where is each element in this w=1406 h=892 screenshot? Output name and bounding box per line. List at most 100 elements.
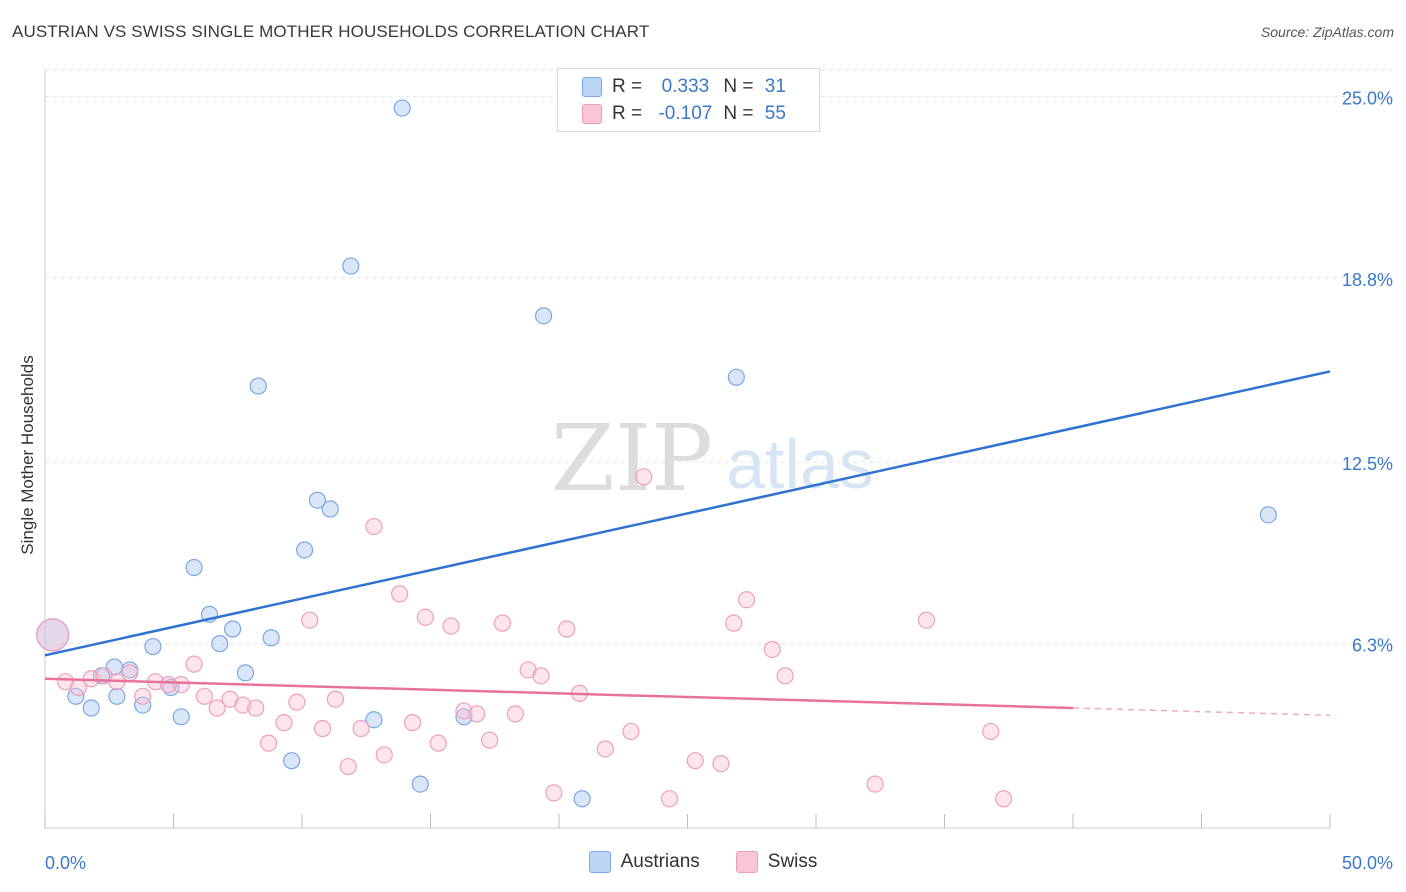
swiss-point <box>725 614 743 632</box>
swiss-point <box>982 722 1000 741</box>
swiss-point <box>481 731 499 749</box>
austrians-point <box>365 711 383 729</box>
swiss-point <box>712 755 730 773</box>
austrians-point <box>82 699 100 717</box>
stats-legend: R = 0.333 N = 31 R = -0.107 N = 55 <box>557 68 820 132</box>
swiss-point <box>995 790 1013 808</box>
swiss-point <box>506 705 524 723</box>
swiss-point <box>416 608 434 626</box>
swiss-point <box>442 617 460 635</box>
legend-row-swiss: R = -0.107 N = 55 <box>582 101 786 127</box>
swiss-point <box>208 699 226 717</box>
swiss-point <box>352 719 370 738</box>
austrians-point <box>283 752 301 770</box>
swiss-point <box>195 687 213 705</box>
swiss-point <box>660 790 679 808</box>
swiss-point <box>259 734 278 752</box>
legend-row-austrians: R = 0.333 N = 31 <box>582 74 786 100</box>
austrians-point <box>185 558 203 577</box>
source-label: Source: ZipAtlas.com <box>1260 24 1394 40</box>
austrians-point <box>342 257 360 275</box>
austrians-n-value: 31 <box>764 76 786 97</box>
swiss-point <box>339 757 357 776</box>
swiss-trendline <box>44 677 1074 710</box>
swiss-point <box>234 696 252 714</box>
austrians-point <box>534 307 553 325</box>
austrians-point <box>144 637 162 656</box>
austrians-point <box>1259 506 1277 524</box>
austrians-legend-swatch <box>588 851 611 873</box>
swiss-point <box>247 699 265 717</box>
swiss-point <box>172 675 190 694</box>
swiss-point <box>185 655 203 673</box>
swiss-point <box>596 740 614 758</box>
swiss-point <box>121 664 139 682</box>
austrians-point <box>134 696 152 714</box>
swiss-point <box>391 585 409 603</box>
swiss-legend-label: Swiss <box>767 851 818 872</box>
swiss-point <box>558 620 576 638</box>
swiss-n-label: N = <box>723 103 754 124</box>
swiss-n-value: 55 <box>764 103 786 124</box>
x-tick-label-max: 50.0% <box>1342 853 1393 873</box>
austrians-point <box>455 708 473 726</box>
swiss-point <box>375 746 393 764</box>
swiss-point <box>429 734 447 752</box>
watermark-atlas: atlas <box>726 425 874 503</box>
swiss-point <box>532 667 550 685</box>
swiss-point <box>275 714 293 732</box>
austrians-trendline <box>44 370 1331 657</box>
swiss-point <box>763 640 781 659</box>
austrians-point <box>249 377 267 395</box>
swiss-point <box>301 611 319 629</box>
austrians-r-label: R = <box>612 76 643 97</box>
austrians-point <box>308 491 327 509</box>
swiss-trendline-extension <box>1072 707 1331 717</box>
swiss-point <box>313 719 332 738</box>
y-tick-label: 6.3% <box>1352 636 1393 656</box>
swiss-point <box>622 722 640 741</box>
legend-item-austrians: Austrians <box>588 851 700 873</box>
swiss-point <box>288 693 306 711</box>
austrians-point <box>411 775 429 793</box>
austrians-point <box>236 664 255 682</box>
austrians-r-value: 0.333 <box>661 76 710 97</box>
austrians-point <box>393 99 411 117</box>
swiss-point <box>468 705 486 723</box>
austrians-legend-label: Austrians <box>620 851 700 872</box>
swiss-point <box>545 784 563 802</box>
swiss-r-label: R = <box>612 103 643 124</box>
swiss-point <box>403 714 422 732</box>
data-points <box>36 99 1277 808</box>
trendlines <box>44 370 1331 717</box>
watermark: ZIP atlas <box>551 405 874 512</box>
watermark-zip: ZIP <box>551 405 713 512</box>
austrians-point <box>224 620 242 638</box>
y-tick-label: 12.5% <box>1342 454 1393 474</box>
austrians-point <box>727 368 745 386</box>
austrians-point <box>321 500 339 518</box>
austrians-n-label: N = <box>723 76 754 97</box>
tick-labels: 6.3% 12.5% 18.8% 25.0% 0.0% 50.0% <box>45 88 1393 873</box>
swiss-point <box>326 690 345 708</box>
chart-title: AUSTRIAN VS SWISS SINGLE MOTHER HOUSEHOL… <box>12 22 650 41</box>
swiss-point <box>917 611 936 629</box>
austrians-point <box>211 635 229 653</box>
austrians-point <box>573 790 591 808</box>
austrians-point <box>295 541 314 559</box>
swiss-point <box>36 618 70 652</box>
swiss-r-value: -0.107 <box>658 103 713 124</box>
axes <box>44 70 1331 829</box>
gridlines <box>45 69 1392 645</box>
austrians-swatch <box>582 77 602 97</box>
austrians-point <box>262 629 280 647</box>
swiss-point <box>134 687 152 705</box>
swiss-point <box>455 702 473 720</box>
x-tick-label-min: 0.0% <box>45 853 86 873</box>
swiss-point <box>365 517 383 536</box>
swiss-swatch <box>582 104 602 124</box>
swiss-point <box>686 752 704 770</box>
series-legend: Austrians Swiss <box>0 851 1406 873</box>
swiss-point <box>776 667 794 685</box>
